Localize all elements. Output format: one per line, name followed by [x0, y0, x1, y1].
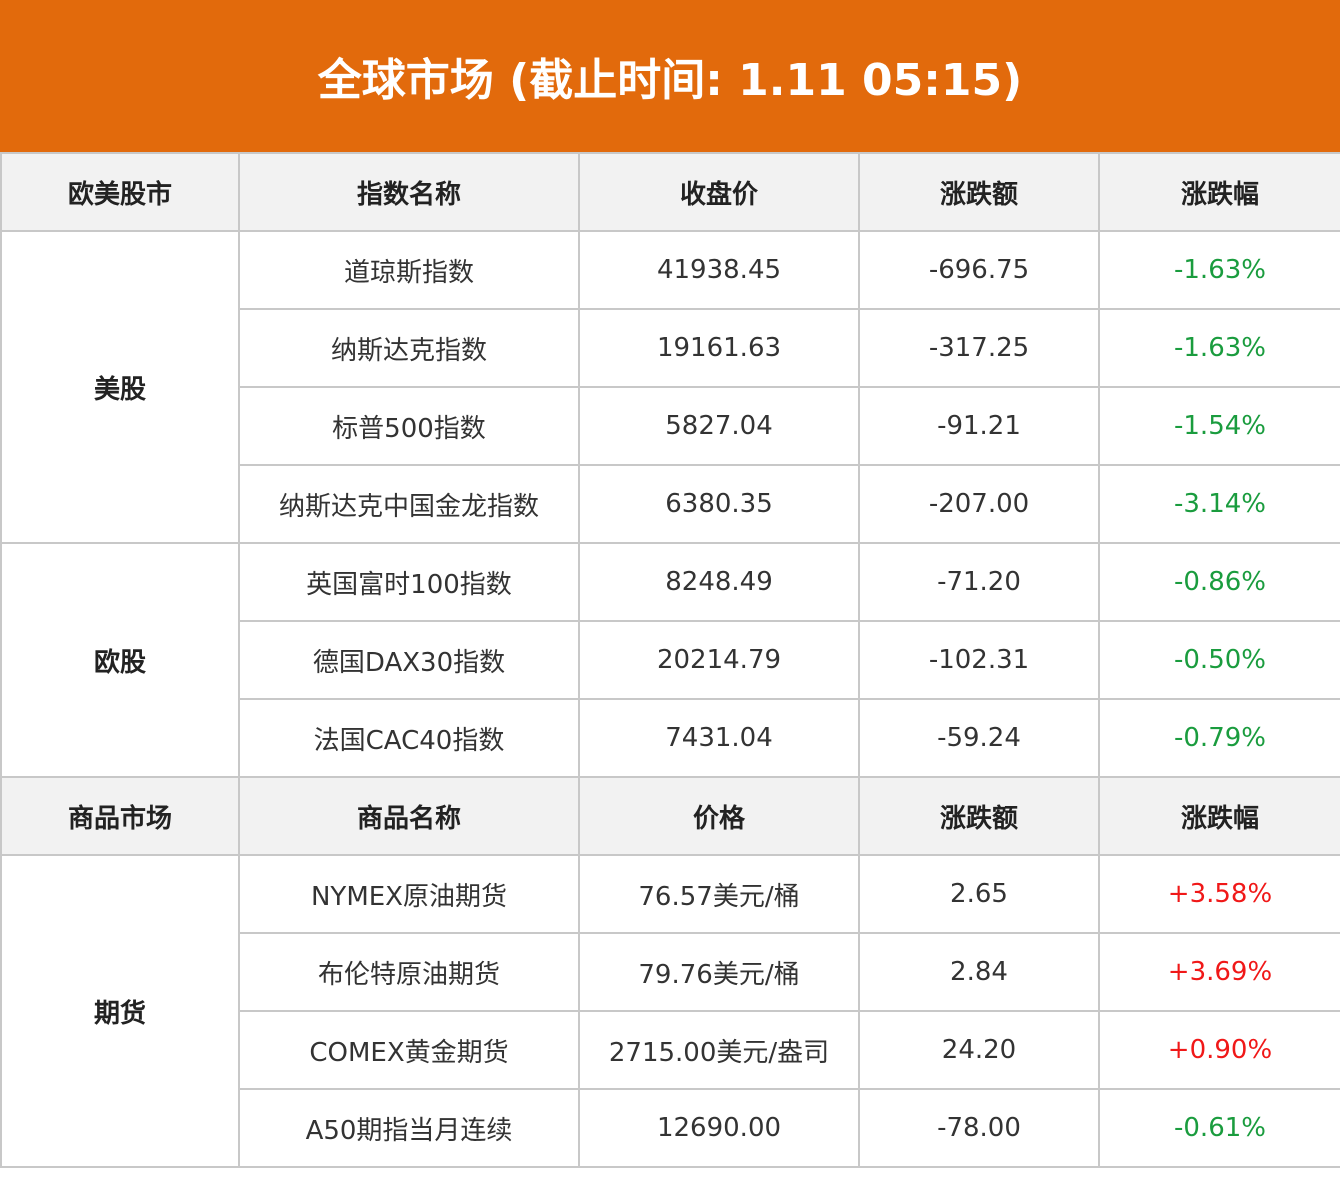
change: -317.25 — [858, 308, 1100, 388]
group-label: 美股 — [0, 230, 240, 544]
pct-header: 涨跌幅 — [1098, 776, 1340, 856]
change: -102.31 — [858, 620, 1100, 700]
instrument-name: 法国CAC40指数 — [238, 698, 580, 778]
pct-header: 涨跌幅 — [1098, 152, 1340, 232]
price-header: 收盘价 — [578, 152, 860, 232]
instrument-name: 德国DAX30指数 — [238, 620, 580, 700]
change: -696.75 — [858, 230, 1100, 310]
page-title: 全球市场 (截止时间: 1.11 05:15) — [0, 0, 1340, 152]
price: 8248.49 — [578, 542, 860, 622]
header-row: 欧美股市 指数名称 收盘价 涨跌额 涨跌幅 — [0, 152, 1340, 232]
change-percent: +3.69% — [1098, 932, 1340, 1012]
price: 7431.04 — [578, 698, 860, 778]
instrument-name: 布伦特原油期货 — [238, 932, 580, 1012]
instrument-name: 纳斯达克指数 — [238, 308, 580, 388]
change: -59.24 — [858, 698, 1100, 778]
header-row: 商品市场 商品名称 价格 涨跌额 涨跌幅 — [0, 776, 1340, 856]
table-row: 欧股 英国富时100指数 8248.49 -71.20 -0.86% — [0, 542, 1340, 778]
change-header: 涨跌额 — [858, 776, 1100, 856]
instrument-name: A50期指当月连续 — [238, 1088, 580, 1168]
change-percent: -1.54% — [1098, 386, 1340, 466]
change-percent: -3.14% — [1098, 464, 1340, 544]
table-row: 纳斯达克中国金龙指数 6380.35 -207.00 -3.14% — [1, 464, 1340, 544]
price: 20214.79 — [578, 620, 860, 700]
price: 5827.04 — [578, 386, 860, 466]
instrument-name: NYMEX原油期货 — [238, 854, 580, 934]
change: -207.00 — [858, 464, 1100, 544]
table-row: 标普500指数 5827.04 -91.21 -1.54% — [1, 386, 1340, 466]
change-percent: -0.79% — [1098, 698, 1340, 778]
change: -78.00 — [858, 1088, 1100, 1168]
table-row: COMEX黄金期货 2715.00美元/盎司 24.20 +0.90% — [1, 1010, 1340, 1090]
price: 2715.00美元/盎司 — [578, 1010, 860, 1090]
change-percent: -0.50% — [1098, 620, 1340, 700]
category-header: 欧美股市 — [0, 152, 240, 232]
change-percent: -0.86% — [1098, 542, 1340, 622]
change-percent: -0.61% — [1098, 1088, 1340, 1168]
change: -71.20 — [858, 542, 1100, 622]
change-header: 涨跌额 — [858, 152, 1100, 232]
instrument-name: 道琼斯指数 — [238, 230, 580, 310]
table-row: 纳斯达克指数 19161.63 -317.25 -1.63% — [1, 308, 1340, 388]
price: 12690.00 — [578, 1088, 860, 1168]
instrument-name: 英国富时100指数 — [238, 542, 580, 622]
table-row: 布伦特原油期货 79.76美元/桶 2.84 +3.69% — [1, 932, 1340, 1012]
change-percent: -1.63% — [1098, 308, 1340, 388]
price: 6380.35 — [578, 464, 860, 544]
table-row: 法国CAC40指数 7431.04 -59.24 -0.79% — [1, 698, 1340, 778]
instrument-name: COMEX黄金期货 — [238, 1010, 580, 1090]
price: 41938.45 — [578, 230, 860, 310]
change: -91.21 — [858, 386, 1100, 466]
table-row: 期货 NYMEX原油期货 76.57美元/桶 2.65 +3.58% — [0, 854, 1340, 1168]
price: 79.76美元/桶 — [578, 932, 860, 1012]
name-header: 指数名称 — [238, 152, 580, 232]
price: 19161.63 — [578, 308, 860, 388]
table-row: 德国DAX30指数 20214.79 -102.31 -0.50% — [1, 620, 1340, 700]
change: 2.84 — [858, 932, 1100, 1012]
instrument-name: 标普500指数 — [238, 386, 580, 466]
market-table: 欧美股市 指数名称 收盘价 涨跌额 涨跌幅 美股 道琼斯指数 41938.45 -696.75-… — [0, 152, 1340, 1168]
price-header: 价格 — [578, 776, 860, 856]
change-percent: -1.63% — [1098, 230, 1340, 310]
group-label: 欧股 — [0, 542, 240, 778]
name-header: 商品名称 — [238, 776, 580, 856]
change-percent: +3.58% — [1098, 854, 1340, 934]
group-label: 期货 — [0, 854, 240, 1168]
change: 24.20 — [858, 1010, 1100, 1090]
change: 2.65 — [858, 854, 1100, 934]
instrument-name: 纳斯达克中国金龙指数 — [238, 464, 580, 544]
change-percent: +0.90% — [1098, 1010, 1340, 1090]
table-row: A50期指当月连续 12690.00 -78.00 -0.61% — [1, 1088, 1340, 1168]
table-row: 美股 道琼斯指数 41938.45 -696.75 -1.63% — [0, 230, 1340, 544]
price: 76.57美元/桶 — [578, 854, 860, 934]
category-header: 商品市场 — [0, 776, 240, 856]
